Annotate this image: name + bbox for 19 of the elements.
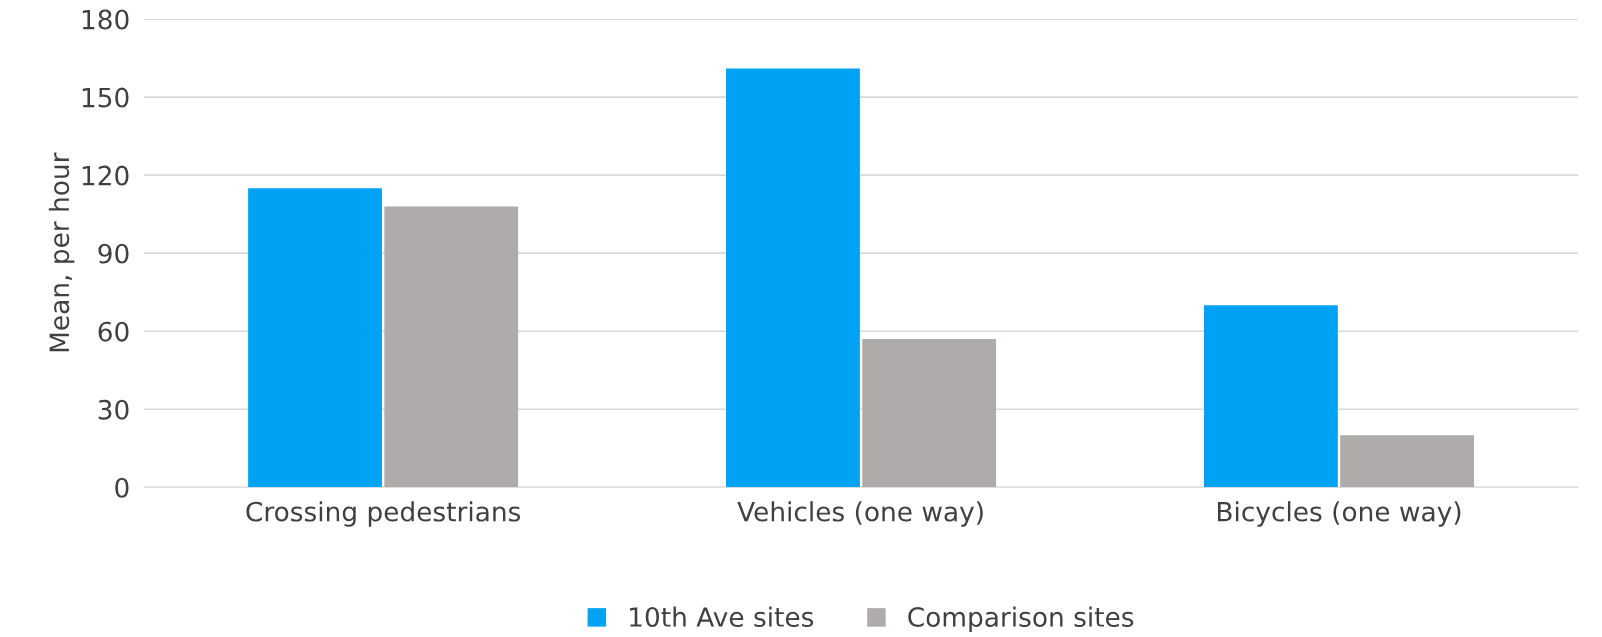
x-tick-label: Vehicles (one way) [737,501,983,527]
bar [862,339,997,488]
y-tick-label: 150 [82,87,129,108]
y-tick-label: 120 [82,165,129,186]
y-tick-label: 180 [82,9,129,30]
y-tick-label: 0 [115,477,129,498]
y-axis-title: Mean, per hour [48,152,75,352]
y-tick-label: 90 [98,243,129,264]
legend-label: 10th Ave sites [630,606,814,627]
bar [726,68,860,488]
y-tick-label: 30 [98,399,129,420]
bar [248,188,382,488]
x-tick-label: Crossing pedestrians [246,501,521,527]
legend-label: Comparison sites [908,606,1134,633]
bar [1340,435,1475,488]
bar [1203,305,1338,488]
y-tick-label: 60 [98,321,129,342]
bar [384,206,519,488]
x-tick-label: Bicycles (one way) [1217,501,1461,527]
